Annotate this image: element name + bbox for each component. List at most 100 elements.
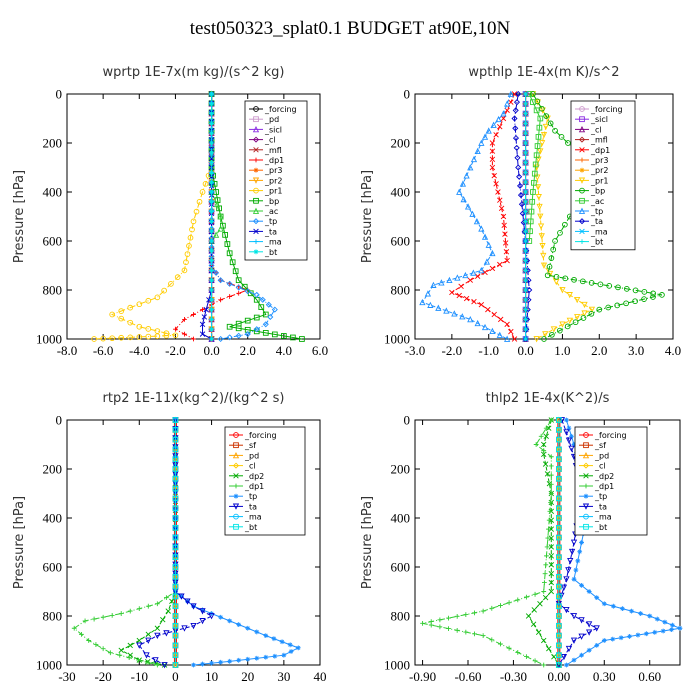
data-point (262, 321, 269, 328)
data-point (489, 327, 496, 335)
x-tick-label: -4.0 (129, 343, 150, 358)
data-point (209, 150, 214, 156)
data-point (539, 243, 546, 250)
data-point (523, 238, 528, 244)
y-tick-label: 1000 (36, 332, 62, 347)
data-point (530, 99, 536, 106)
data-point (467, 277, 474, 283)
data-point (556, 436, 562, 443)
x-tick-label: -3.0 (405, 343, 426, 358)
data-point (504, 335, 511, 342)
data-point (507, 90, 514, 97)
data-point (546, 645, 552, 652)
data-point (478, 225, 485, 232)
data-point (136, 301, 143, 308)
data-point (235, 332, 242, 339)
data-point (490, 121, 497, 128)
data-point (559, 287, 566, 294)
data-point (235, 277, 242, 284)
data-point (217, 277, 224, 284)
data-point (449, 289, 455, 296)
legend-marker (583, 493, 589, 499)
legend-marker (582, 462, 590, 469)
data-point (629, 608, 634, 614)
data-point (437, 624, 443, 630)
legend-label: _sf (244, 441, 256, 450)
panel-title: thlp2 1E-4x(K^2)/s (486, 391, 610, 406)
data-point (601, 638, 607, 643)
data-point (524, 594, 529, 600)
data-point (523, 248, 528, 254)
data-point (281, 652, 287, 658)
data-point (100, 646, 106, 652)
data-point (227, 294, 233, 299)
data-point (226, 323, 233, 330)
data-point (209, 277, 214, 283)
data-point (163, 332, 170, 339)
data-point (548, 417, 554, 423)
y-axis-label: Pressure [hPa] (12, 170, 27, 263)
legend-label: _pr2 (264, 176, 282, 185)
data-point (523, 140, 528, 146)
data-point (481, 233, 489, 240)
x-tick-label: 0.00 (547, 669, 570, 684)
legend-marker (583, 523, 589, 530)
y-tick-label: 600 (43, 234, 63, 249)
data-point (543, 562, 549, 568)
y-tick-label: 200 (43, 136, 63, 151)
data-point (508, 328, 514, 335)
data-point (181, 267, 188, 274)
y-axis-label: Pressure [hPa] (360, 496, 375, 589)
data-point (523, 209, 528, 214)
data-point (179, 594, 184, 599)
data-point (571, 576, 577, 582)
data-point (211, 180, 218, 187)
data-point (86, 638, 92, 643)
data-point (480, 608, 486, 614)
data-point (581, 301, 588, 309)
data-point (501, 222, 507, 229)
data-point (172, 652, 179, 659)
data-point (480, 633, 486, 638)
data-point (506, 600, 512, 606)
x-tick-label: 1.0 (554, 343, 570, 358)
data-point (446, 615, 451, 621)
data-point (558, 417, 566, 424)
data-point (281, 333, 287, 339)
data-point (564, 323, 571, 330)
data-point (500, 213, 507, 220)
data-point (556, 642, 562, 649)
data-point (172, 446, 179, 453)
series-line (138, 420, 213, 666)
data-point (504, 257, 510, 264)
series-line (558, 419, 598, 666)
legend-marker (583, 432, 589, 438)
data-point (550, 326, 557, 333)
data-point (136, 637, 143, 644)
data-point (523, 160, 528, 165)
data-point (226, 280, 233, 287)
legend-label: _bt (594, 523, 607, 532)
data-point (464, 203, 472, 210)
data-point (529, 198, 536, 205)
data-point (493, 132, 499, 138)
data-point (182, 317, 187, 322)
data-point (209, 297, 214, 303)
legend-label: _ma (244, 513, 262, 522)
data-point (508, 99, 514, 105)
data-point (174, 274, 181, 280)
data-point (160, 616, 166, 623)
legend-label: _tp (244, 492, 257, 501)
data-point (184, 598, 191, 605)
data-point (550, 246, 557, 253)
data-point (109, 335, 116, 342)
data-point (532, 161, 539, 168)
legend-marker (252, 177, 260, 184)
data-point (574, 296, 581, 304)
data-point (467, 315, 474, 323)
data-point (556, 583, 562, 590)
data-point (172, 505, 179, 512)
legend-marker (233, 473, 239, 479)
data-point (226, 250, 233, 257)
legend-label: _ma (594, 513, 612, 522)
